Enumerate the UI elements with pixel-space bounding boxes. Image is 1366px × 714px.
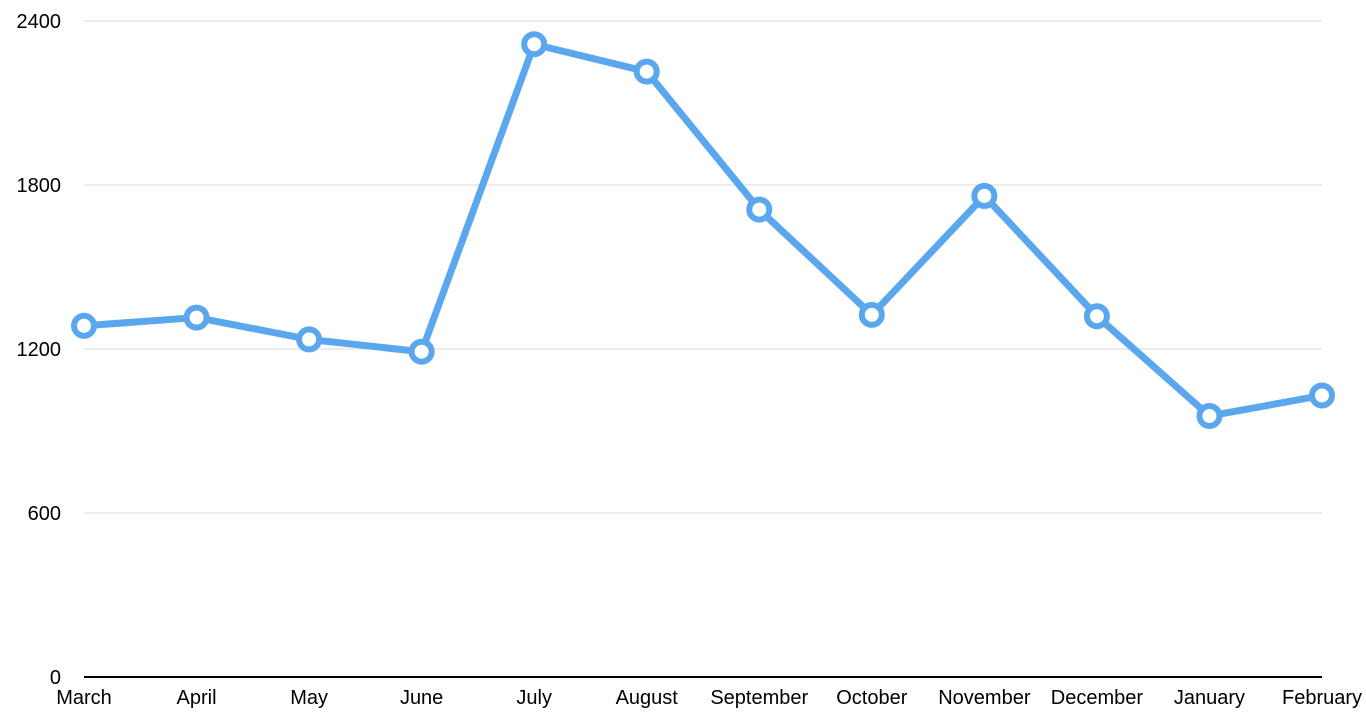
x-tick-label: November bbox=[938, 687, 1031, 709]
series-layer bbox=[80, 40, 1326, 420]
x-tick-label: January bbox=[1174, 687, 1245, 709]
data-point-february bbox=[1309, 382, 1335, 409]
data-point-july bbox=[521, 31, 548, 58]
series-line bbox=[80, 40, 1326, 420]
x-tick-label: October bbox=[836, 687, 907, 709]
data-point-january bbox=[1196, 402, 1223, 429]
x-axis-ticks: March April May June July August September Octo… bbox=[56, 687, 1362, 709]
data-point-september bbox=[746, 196, 773, 223]
y-tick-label: 0 bbox=[50, 667, 61, 689]
data-point-august bbox=[633, 58, 660, 85]
x-tick-label: April bbox=[177, 687, 217, 709]
data-point-june bbox=[408, 338, 435, 365]
x-tick-label: February bbox=[1282, 687, 1362, 709]
y-tick-label: 600 bbox=[28, 503, 61, 525]
y-tick-label: 1800 bbox=[17, 175, 62, 197]
x-tick-label: July bbox=[516, 687, 552, 709]
data-point-december bbox=[1083, 303, 1110, 330]
x-tick-label: August bbox=[616, 687, 679, 709]
data-point-november bbox=[971, 182, 998, 209]
data-point-april bbox=[183, 304, 210, 331]
x-tick-label: March bbox=[56, 687, 112, 709]
x-tick-label: May bbox=[290, 687, 328, 709]
data-point-march bbox=[71, 312, 97, 339]
grid-layer bbox=[84, 20, 1322, 678]
data-point-may bbox=[296, 326, 323, 353]
y-axis-ticks: 0 600 1200 1800 2400 bbox=[17, 11, 62, 689]
point-layer bbox=[71, 31, 1335, 429]
x-tick-label: June bbox=[400, 687, 443, 709]
x-tick-label: December bbox=[1051, 687, 1144, 709]
y-tick-label: 1200 bbox=[17, 339, 62, 361]
x-tick-label: September bbox=[710, 687, 808, 709]
y-tick-label: 2400 bbox=[17, 11, 62, 33]
data-point-october bbox=[858, 301, 885, 328]
